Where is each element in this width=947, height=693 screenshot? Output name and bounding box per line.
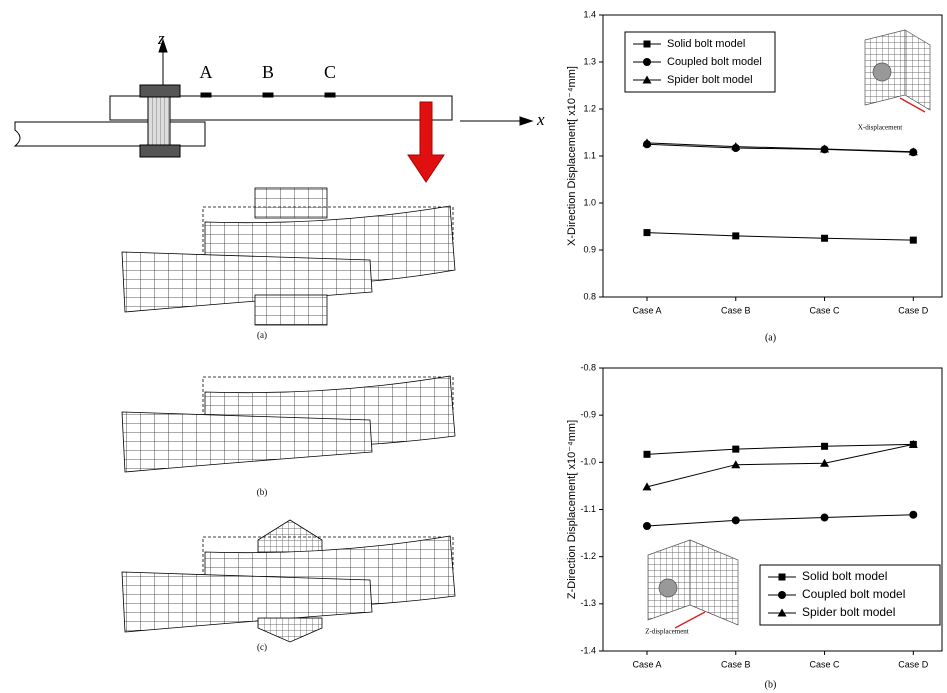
y-tick-label: -1.3 bbox=[580, 598, 596, 608]
marker bbox=[821, 514, 829, 522]
y-tick-label: 0.9 bbox=[583, 244, 596, 254]
y-tick-label: -0.9 bbox=[580, 410, 596, 420]
marker bbox=[732, 232, 739, 239]
y-tick-label: -1.1 bbox=[580, 504, 596, 514]
legend-label: Solid bolt model bbox=[802, 569, 887, 583]
legend-marker bbox=[643, 58, 651, 66]
marker bbox=[732, 446, 739, 453]
figure: z x A B C (a) (b) (c) 0.8 0.9 1.0 1.1 1.2 1.3… bbox=[0, 0, 947, 693]
series-line bbox=[647, 233, 913, 241]
caption: (b) bbox=[765, 679, 777, 690]
y-tick-label: 1.2 bbox=[583, 103, 596, 113]
inset-model bbox=[865, 30, 930, 112]
x-tick-label: Case A bbox=[632, 659, 661, 669]
caption: (a) bbox=[765, 332, 776, 343]
inset-label: X-displacement bbox=[858, 124, 902, 132]
y-tick-label: -1.0 bbox=[580, 457, 596, 467]
series-line bbox=[647, 444, 913, 486]
series-line bbox=[647, 515, 913, 526]
y-tick-label: 1.1 bbox=[583, 150, 596, 160]
marker bbox=[732, 516, 740, 524]
y-tick-label: 1.3 bbox=[583, 56, 596, 66]
point-label: A bbox=[200, 62, 213, 82]
mesh-b bbox=[122, 376, 455, 472]
x-tick-label: Case B bbox=[721, 659, 751, 669]
caption: (a) bbox=[257, 330, 267, 340]
axis-label: x bbox=[536, 110, 545, 129]
point-label: B bbox=[262, 62, 274, 82]
legend-label: Spider bolt model bbox=[802, 605, 895, 619]
axis-label: z bbox=[157, 29, 165, 48]
x-tick-label: Case D bbox=[898, 305, 929, 315]
y-axis-label: Z-Direction Displacement[ x10⁻⁴mm] bbox=[566, 420, 578, 599]
marker bbox=[644, 229, 651, 236]
legend-marker bbox=[778, 591, 786, 599]
y-tick-label: -0.8 bbox=[580, 362, 596, 372]
x-tick-label: Case D bbox=[898, 659, 929, 669]
y-tick-label: 1.0 bbox=[583, 197, 596, 207]
y-tick-label: 0.8 bbox=[583, 291, 596, 301]
marker bbox=[909, 511, 917, 519]
inset-model bbox=[648, 540, 738, 628]
mesh-c bbox=[122, 520, 455, 642]
caption: (c) bbox=[257, 642, 267, 652]
y-tick-label: 1.4 bbox=[583, 9, 596, 19]
marker bbox=[910, 237, 917, 244]
marker bbox=[643, 522, 651, 530]
legend-label: Coupled bolt model bbox=[802, 587, 905, 601]
mesh-a bbox=[122, 188, 455, 325]
point-label: C bbox=[324, 62, 336, 82]
series-line bbox=[647, 143, 913, 152]
marker bbox=[821, 443, 828, 450]
legend-label: Solid bolt model bbox=[667, 38, 745, 50]
marker bbox=[821, 235, 828, 242]
legend-label: Coupled bolt model bbox=[667, 56, 762, 68]
marker bbox=[644, 451, 651, 458]
y-tick-label: -1.2 bbox=[580, 551, 596, 561]
legend-marker bbox=[644, 41, 651, 48]
inset-label: Z-displacement bbox=[645, 628, 689, 636]
x-tick-label: Case A bbox=[632, 305, 661, 315]
caption: (b) bbox=[257, 487, 268, 497]
x-tick-label: Case C bbox=[810, 659, 841, 669]
y-tick-label: -1.4 bbox=[580, 645, 596, 655]
x-tick-label: Case C bbox=[810, 305, 841, 315]
legend-label: Spider bolt model bbox=[667, 74, 753, 86]
legend-marker bbox=[779, 574, 786, 581]
y-axis-label: X-Direction Displacement[ x10⁻⁴mm] bbox=[566, 66, 578, 246]
x-tick-label: Case B bbox=[721, 305, 751, 315]
